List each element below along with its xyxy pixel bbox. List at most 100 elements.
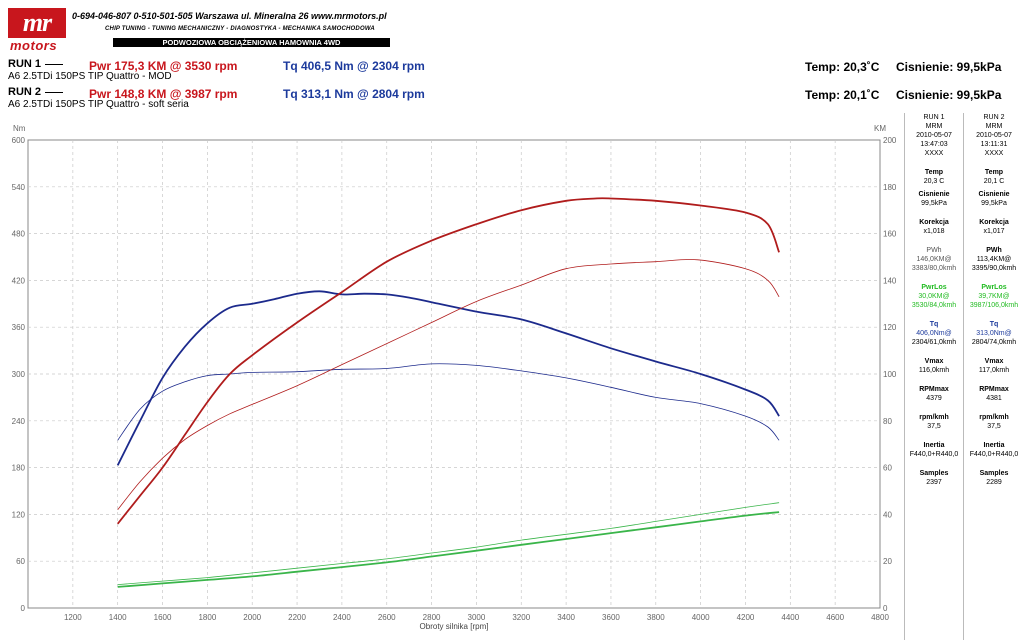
run1-cis-value: 99,5kPa bbox=[921, 200, 947, 207]
run1-legend-line bbox=[45, 63, 64, 65]
run1-head-0: RUN 1 bbox=[923, 114, 945, 121]
x-tick-label: 3400 bbox=[557, 613, 575, 622]
x-axis-label: Obroty silnika [rpm] bbox=[420, 622, 489, 631]
power-bold-line bbox=[116, 197, 780, 525]
x-tick-label: 4200 bbox=[737, 613, 755, 622]
run2-pwh-value: 113,4KM@ bbox=[976, 256, 1012, 263]
run-stats-panel: RUN 1 MRM 2010-05-07 13:47:03 XXXX Temp … bbox=[904, 113, 1024, 640]
run2-rpmmax-value: 4381 bbox=[986, 395, 1002, 402]
run2-pwrlos-label: PwrLos bbox=[981, 284, 1007, 291]
run2-head-4: XXXX bbox=[984, 150, 1004, 157]
y-right-tick-label: 60 bbox=[883, 464, 892, 473]
run2-torque: Tq 313,1 Nm @ 2804 rpm bbox=[283, 87, 425, 101]
run1-torque: Tq 406,5 Nm @ 2304 rpm bbox=[283, 59, 425, 73]
x-tick-label: 3000 bbox=[468, 613, 486, 622]
y-left-tick-label: 600 bbox=[12, 136, 26, 145]
run1-description: A6 2.5TDi 150PS TIP Quattro - MOD bbox=[8, 71, 172, 82]
run2-temp-value: 20,1 C bbox=[983, 178, 1005, 185]
run2-vmax-value: 117,0kmh bbox=[978, 367, 1010, 374]
run1-power: Pwr 175,3 KM @ 3530 rpm bbox=[89, 59, 238, 73]
run1-rpmmax-value: 4379 bbox=[926, 395, 942, 402]
run2-kor-label: Korekcja bbox=[979, 219, 1009, 226]
y-left-tick-label: 540 bbox=[12, 183, 26, 192]
logo-mr: mr bbox=[8, 8, 66, 38]
x-tick-label: 3800 bbox=[647, 613, 665, 622]
x-tick-label: 4000 bbox=[692, 613, 710, 622]
run1-pwrlos-value: 30,0KM@ bbox=[918, 293, 950, 300]
run1-vmax-value: 116,0kmh bbox=[918, 367, 950, 374]
x-tick-label: 2000 bbox=[243, 613, 261, 622]
mrmotors-logo: mr motors bbox=[8, 8, 66, 53]
run2-head-2: 2010-05-07 bbox=[976, 132, 1012, 139]
y-left-tick-label: 420 bbox=[12, 276, 26, 285]
torque-thin-line bbox=[117, 363, 780, 441]
y-left-tick-label: 360 bbox=[12, 323, 26, 332]
panel-divider-mid bbox=[963, 113, 964, 640]
run2-tq-value: 313,0Nm@ bbox=[976, 330, 1012, 337]
power-thin-line bbox=[117, 259, 780, 510]
run1-head-2: 2010-05-07 bbox=[916, 132, 952, 139]
services-line: CHIP TUNING - TUNING MECHANICZNY - DIAGN… bbox=[105, 26, 375, 32]
run2-rpmmax-label: RPMmax bbox=[979, 386, 1009, 393]
run2-vmax-label: Vmax bbox=[984, 358, 1004, 365]
run1-label: RUN 1 bbox=[8, 58, 42, 70]
run1-samples-value: 2397 bbox=[926, 479, 942, 486]
run2-cis-label: Cisnienie bbox=[978, 191, 1010, 198]
run1-kor-value: x1,018 bbox=[923, 228, 945, 235]
run2-samples-label: Samples bbox=[979, 470, 1009, 477]
y-left-axis-label: Nm bbox=[13, 124, 26, 133]
dyno-chart: 0 60 120 180 240 300 360 420 480 540 600 0 20 40 60 80 1… bbox=[12, 124, 897, 631]
run1-summary: RUN 1 bbox=[8, 58, 67, 70]
x-tick-label: 2400 bbox=[333, 613, 351, 622]
run1-inertia-label: Inertia bbox=[923, 442, 945, 449]
torque-bold-line bbox=[116, 290, 780, 466]
run1-pwrlos-detail: 3530/84,0kmh bbox=[911, 302, 957, 309]
run2-cis-value: 99,5kPa bbox=[981, 200, 1007, 207]
y-right-tick-label: 120 bbox=[883, 323, 897, 332]
dyno-banner: PODWOZIOWA OBCIĄŻENIOWA HAMOWNIA 4WD bbox=[113, 38, 390, 47]
y-right-axis-label: KM bbox=[874, 124, 886, 133]
x-tick-label: 3200 bbox=[512, 613, 530, 622]
logo-motors: motors bbox=[10, 38, 58, 53]
x-tick-label: 2200 bbox=[288, 613, 306, 622]
y-right-tick-label: 140 bbox=[883, 276, 897, 285]
y-left-tick-label: 180 bbox=[12, 464, 26, 473]
run2-samples-value: 2289 bbox=[986, 479, 1002, 486]
y-right-tick-label: 180 bbox=[883, 183, 897, 192]
y-right-tick-label: 200 bbox=[883, 136, 897, 145]
run2-temp: Temp: 20,1˚C bbox=[805, 88, 880, 102]
loss-bold-line bbox=[117, 511, 780, 588]
run1-rpmkmh-label: rpm/kmh bbox=[919, 414, 949, 421]
run1-vmax-label: Vmax bbox=[924, 358, 944, 365]
run1-temp-value: 20,3 C bbox=[923, 178, 945, 185]
x-tick-label: 4600 bbox=[826, 613, 844, 622]
x-tick-label: 1800 bbox=[198, 613, 216, 622]
run1-head-4: XXXX bbox=[924, 150, 944, 157]
y-right-tick-label: 0 bbox=[883, 604, 888, 613]
run2-pwh-label: PWh bbox=[986, 247, 1002, 254]
x-tick-label: 2800 bbox=[423, 613, 441, 622]
y-right-tick-label: 80 bbox=[883, 417, 892, 426]
y-left-tick-label: 240 bbox=[12, 417, 26, 426]
run2-rpmkmh-value: 37,5 bbox=[987, 423, 1001, 430]
run2-rpmkmh-label: rpm/kmh bbox=[979, 414, 1009, 421]
y-right-tick-label: 20 bbox=[883, 557, 892, 566]
x-tick-label: 1400 bbox=[109, 613, 127, 622]
run2-tq-detail: 2804/74,0kmh bbox=[971, 339, 1017, 346]
run1-kor-label: Korekcja bbox=[919, 219, 949, 226]
run1-pwh-label: PWh bbox=[926, 247, 942, 254]
run2-tq-label: Tq bbox=[989, 321, 999, 328]
y-left-tick-label: 480 bbox=[12, 230, 26, 239]
run1-cis-label: Cisnienie bbox=[918, 191, 950, 198]
x-tick-label: 1200 bbox=[64, 613, 82, 622]
run2-inertia-label: Inertia bbox=[983, 442, 1005, 449]
y-left-tick-label: 0 bbox=[21, 604, 26, 613]
y-right-tick-label: 40 bbox=[883, 510, 892, 519]
x-tick-label: 4400 bbox=[781, 613, 799, 622]
run1-tq-label: Tq bbox=[929, 321, 939, 328]
y-right-tick-label: 160 bbox=[883, 230, 897, 239]
run1-pwh-detail: 3383/80,0kmh bbox=[911, 265, 957, 272]
run1-head-3: 13:47:03 bbox=[920, 141, 948, 148]
run1-inertia-value: F440,0+R440,0 bbox=[909, 451, 959, 458]
